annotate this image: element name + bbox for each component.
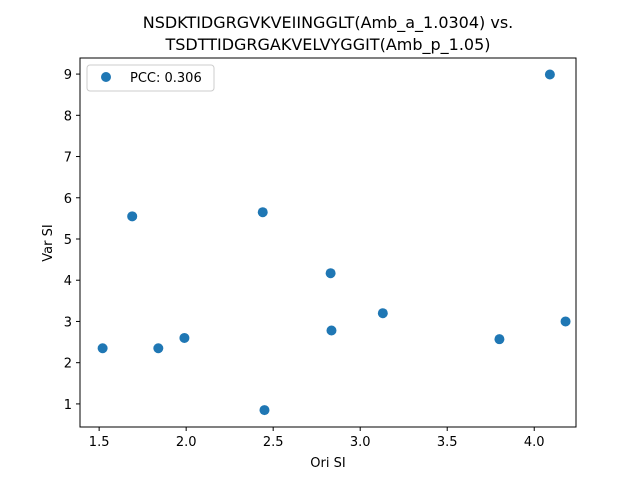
x-tick-label: 4.0 [524,435,545,450]
legend-box [86,64,215,92]
data-point [153,343,164,354]
chart-title-line-2: TSDTTIDGRGAKVELVYGGIT(Amb_p_1.05) [164,35,490,55]
x-axis-label: Ori SI [310,456,345,471]
x-axis-ticks: 1.5 2.0 2.5 3.0 3.5 4.0 [89,427,545,450]
data-point [259,405,270,416]
x-tick-label: 2.5 [263,435,284,450]
x-tick-label: 3.5 [437,435,458,450]
x-tick-label: 2.0 [176,435,197,450]
legend-marker [101,72,111,82]
y-tick-label: 2 [64,357,72,372]
y-tick-label: 8 [64,109,72,124]
data-points [97,69,571,416]
x-tick-label: 1.5 [89,435,110,450]
plot-area-frame [79,57,577,428]
legend-label: PCC: 0.306 [130,71,202,86]
y-tick-label: 1 [64,398,72,413]
y-tick-label: 3 [64,315,72,330]
data-point [179,332,190,343]
data-point [127,211,138,222]
y-tick-label: 6 [64,192,72,207]
data-point [326,325,337,336]
chart-title-line-1: NSDKTIDGRGVKVEIINGGLT(Amb_a_1.0304) vs. [143,13,514,33]
data-point [325,268,336,279]
y-tick-label: 9 [64,68,72,83]
data-point [257,207,268,218]
y-axis-label: Var SI [41,224,56,261]
y-axis-ticks: 1 2 3 4 5 6 7 8 9 [64,68,80,413]
y-tick-label: 4 [64,274,72,289]
data-point [377,308,388,319]
legend: PCC: 0.306 [86,64,215,92]
y-tick-label: 5 [64,233,72,248]
data-point [494,334,505,345]
data-point [97,343,108,354]
data-point [560,316,571,327]
data-point [544,69,555,80]
y-tick-label: 7 [64,151,72,166]
x-tick-label: 3.0 [350,435,371,450]
